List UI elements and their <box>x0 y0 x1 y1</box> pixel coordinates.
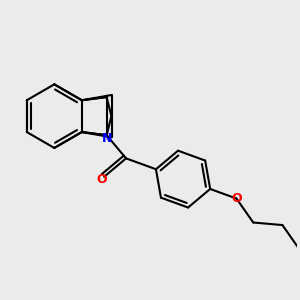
Text: N: N <box>101 132 112 145</box>
Text: O: O <box>97 172 107 186</box>
Text: O: O <box>231 192 242 205</box>
